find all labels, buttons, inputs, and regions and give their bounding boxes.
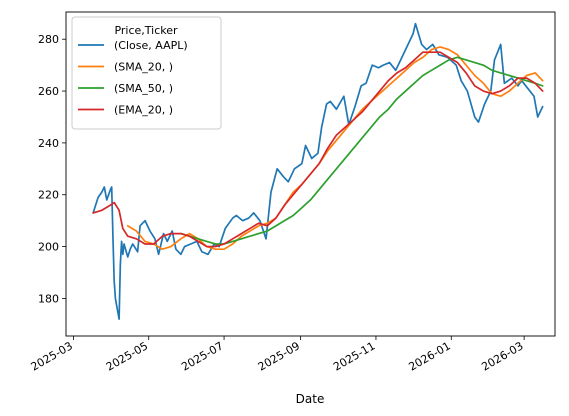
legend-label-2: (SMA_50, ) xyxy=(114,82,173,95)
legend-label-1: (SMA_20, ) xyxy=(114,61,173,74)
series-layer xyxy=(92,22,544,320)
legend-label-3: (EMA_20, ) xyxy=(114,104,173,117)
plot-frame xyxy=(65,11,556,337)
series-line-3 xyxy=(92,51,544,248)
x-axis-label: Date xyxy=(296,392,325,406)
series-line-0 xyxy=(92,22,544,320)
y-tick-label: 220 xyxy=(38,189,59,202)
y-tick-label: 180 xyxy=(38,292,59,305)
legend: Price,Ticker (Close, AAPL) (SMA_20, ) (SMA_… xyxy=(71,16,222,130)
legend-title: Price,Ticker xyxy=(114,24,178,37)
legend-box xyxy=(71,16,222,130)
series-line-2 xyxy=(179,56,544,245)
y-axis: 180 200 220 240 260 280 xyxy=(38,33,66,305)
y-tick-label: 200 xyxy=(38,241,59,254)
y-tick-label: 260 xyxy=(38,85,59,98)
y-tick-label: 280 xyxy=(38,33,59,46)
y-tick-label: 240 xyxy=(38,137,59,150)
legend-label-0: (Close, AAPL) xyxy=(114,39,188,52)
